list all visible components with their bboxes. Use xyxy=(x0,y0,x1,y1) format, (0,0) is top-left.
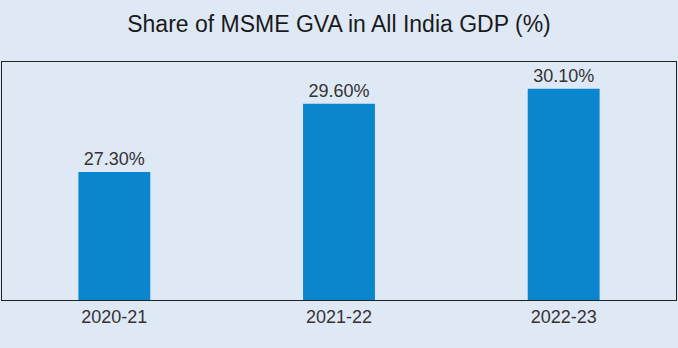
svg-text:2020-21: 2020-21 xyxy=(81,307,147,327)
svg-text:2022-23: 2022-23 xyxy=(531,307,597,327)
svg-text:30.10%: 30.10% xyxy=(533,66,594,86)
svg-text:27.30%: 27.30% xyxy=(84,149,145,169)
svg-text:Share of MSME GVA in All India: Share of MSME GVA in All India GDP (%) xyxy=(127,11,551,37)
svg-text:29.60%: 29.60% xyxy=(308,81,369,101)
svg-text:2021-22: 2021-22 xyxy=(306,307,372,327)
